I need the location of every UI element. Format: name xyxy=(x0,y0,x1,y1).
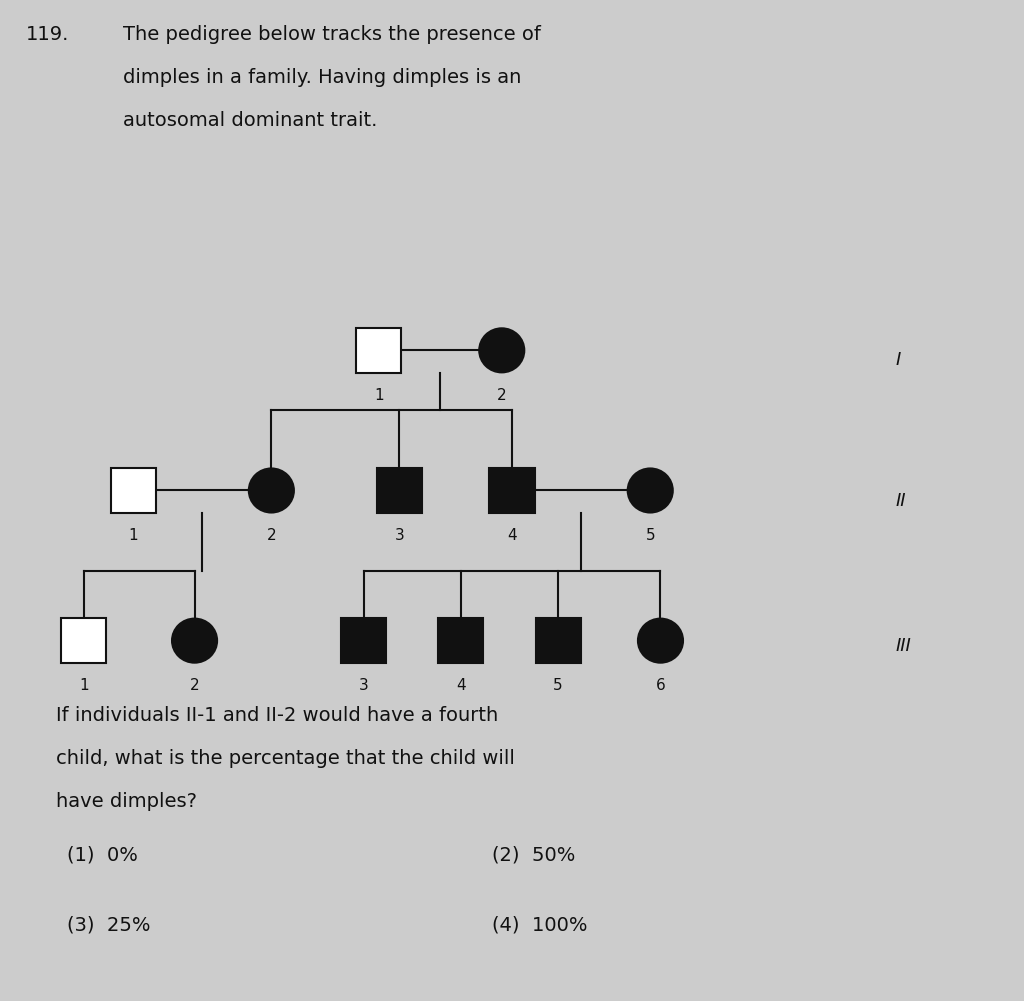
Text: I: I xyxy=(896,351,901,369)
Text: 6: 6 xyxy=(655,679,666,693)
Bar xyxy=(356,327,401,373)
Text: 5: 5 xyxy=(645,529,655,543)
Text: 3: 3 xyxy=(394,529,404,543)
Bar xyxy=(111,467,156,514)
Text: 1: 1 xyxy=(79,679,89,693)
Text: 4: 4 xyxy=(456,679,466,693)
Circle shape xyxy=(479,328,524,372)
Bar xyxy=(438,618,483,664)
Text: 2: 2 xyxy=(497,388,507,402)
Text: autosomal dominant trait.: autosomal dominant trait. xyxy=(123,111,377,130)
Circle shape xyxy=(638,619,683,663)
Text: If individuals II-1 and II-2 would have a fourth: If individuals II-1 and II-2 would have … xyxy=(56,706,499,725)
Text: (4)  100%: (4) 100% xyxy=(492,916,587,935)
Text: 4: 4 xyxy=(507,529,517,543)
Bar xyxy=(341,618,386,664)
Circle shape xyxy=(249,468,294,513)
Text: 119.: 119. xyxy=(26,25,69,44)
Text: 1: 1 xyxy=(128,529,138,543)
Text: 1: 1 xyxy=(374,388,384,402)
Bar xyxy=(61,618,106,664)
Text: II: II xyxy=(896,491,906,510)
Text: (1)  0%: (1) 0% xyxy=(67,846,137,865)
Bar xyxy=(489,467,535,514)
Text: dimples in a family. Having dimples is an: dimples in a family. Having dimples is a… xyxy=(123,68,521,87)
Circle shape xyxy=(628,468,673,513)
Text: have dimples?: have dimples? xyxy=(56,792,198,811)
Text: 2: 2 xyxy=(266,529,276,543)
Circle shape xyxy=(172,619,217,663)
Bar xyxy=(536,618,581,664)
Text: III: III xyxy=(896,637,911,655)
Text: 5: 5 xyxy=(553,679,563,693)
Text: (3)  25%: (3) 25% xyxy=(67,916,151,935)
Text: 2: 2 xyxy=(189,679,200,693)
Text: (2)  50%: (2) 50% xyxy=(492,846,574,865)
Text: 3: 3 xyxy=(358,679,369,693)
Text: The pedigree below tracks the presence of: The pedigree below tracks the presence o… xyxy=(123,25,541,44)
Text: child, what is the percentage that the child will: child, what is the percentage that the c… xyxy=(56,749,515,768)
Bar xyxy=(377,467,422,514)
